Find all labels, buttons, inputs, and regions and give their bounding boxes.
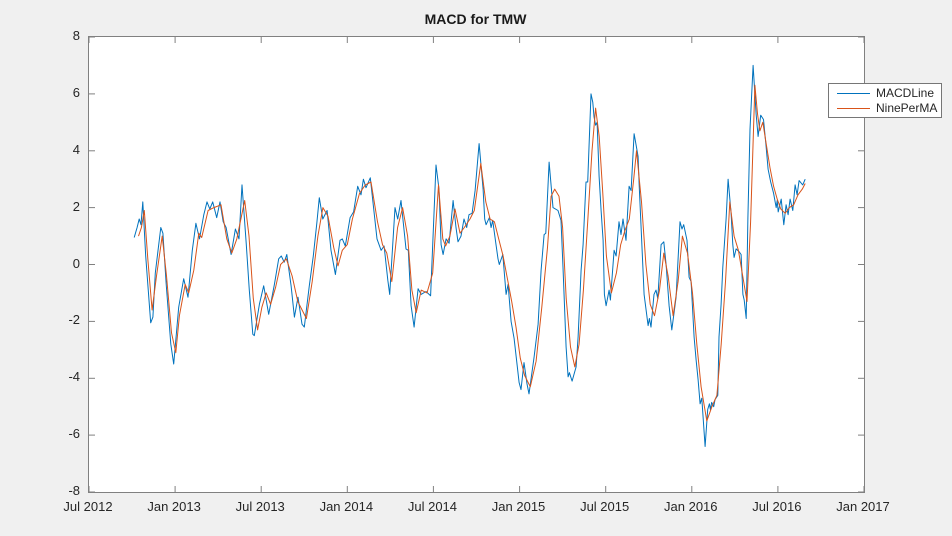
y-tick-label: 8 [72,28,80,43]
y-tick-label: 4 [72,141,80,157]
macdline-line [133,64,806,447]
legend-label: MACDLine [876,86,935,100]
y-tick-label: 0 [72,255,80,271]
x-tick-label: Jan 2014 [319,499,374,514]
legend-entry-macdline: MACDLine [829,86,941,101]
x-tick-label: Jul 2015 [580,499,630,514]
plot-area: MACDLine NinePerMA [88,36,942,493]
legend-box: MACDLine NinePerMA [828,83,942,118]
chart-title: MACD for TMW [424,11,527,27]
y-tick-label: 6 [72,84,80,100]
x-tick-label: Jan 2016 [664,499,718,514]
x-tick-label: Jul 2016 [752,499,802,514]
x-tick-label: Jul 2014 [407,499,458,514]
y-tick-label: 2 [72,198,80,214]
nineperma-line [138,84,806,422]
x-tick-label: Jan 2015 [491,499,546,514]
legend-entry-nineperma: NinePerMA [829,101,941,116]
x-tick-label: Jan 2013 [147,499,201,514]
legend-label: NinePerMA [876,101,938,115]
x-tick-label: Jan 2017 [836,499,890,514]
x-tick-label: Jul 2012 [63,499,113,514]
legend-line-sample [837,107,870,109]
y-tick-label: -4 [68,369,80,385]
y-tick-label: -6 [68,426,80,442]
y-tick-label: -2 [68,312,80,328]
legend-line-sample [837,92,870,94]
x-tick-label: Jul 2013 [235,499,285,514]
y-tick-label: -8 [68,483,80,498]
plot-canvas [89,37,864,492]
